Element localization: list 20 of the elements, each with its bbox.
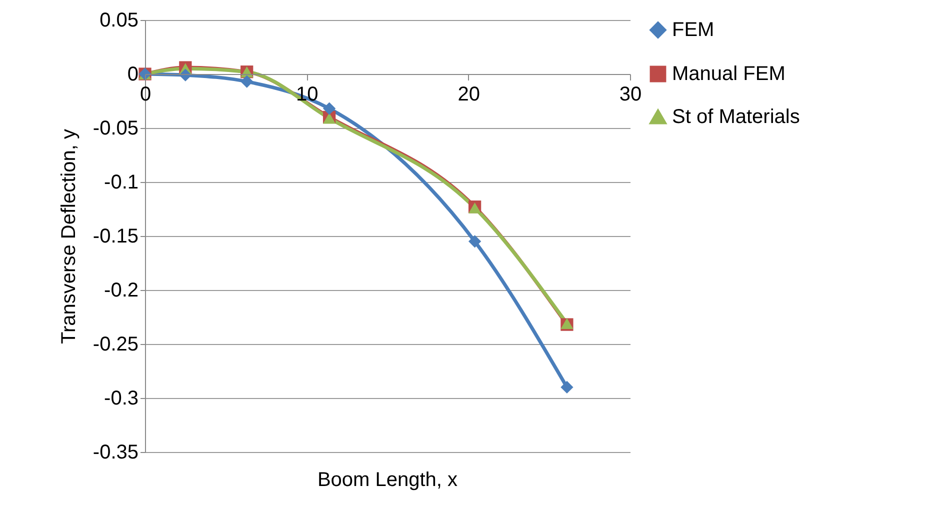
legend-label: Manual FEM	[672, 63, 786, 85]
y-tick-label: -0.35	[92, 442, 138, 464]
y-tick-label: -0.3	[104, 388, 138, 410]
y-tick-label: -0.2	[104, 280, 138, 302]
legend-label: St of Materials	[672, 106, 800, 128]
point	[240, 75, 254, 88]
x-tick-label: 30	[619, 84, 642, 106]
y-tick-label: -0.25	[92, 334, 138, 356]
point	[322, 102, 336, 115]
legend-label: FEM	[672, 19, 714, 41]
point	[560, 380, 574, 394]
y-tick-label: 0	[127, 64, 138, 86]
y-tick-label: -0.1	[104, 172, 138, 194]
point	[468, 235, 482, 248]
x-axis-title: Boom Length, x	[317, 469, 458, 491]
y-tick-label: -0.05	[92, 118, 138, 140]
x-tick-label: 20	[458, 84, 480, 106]
y-tick-label: -0.15	[92, 226, 138, 248]
y-tick-label: 0.05	[100, 10, 138, 32]
y-axis-title: Transverse Deflection, y	[58, 129, 80, 344]
